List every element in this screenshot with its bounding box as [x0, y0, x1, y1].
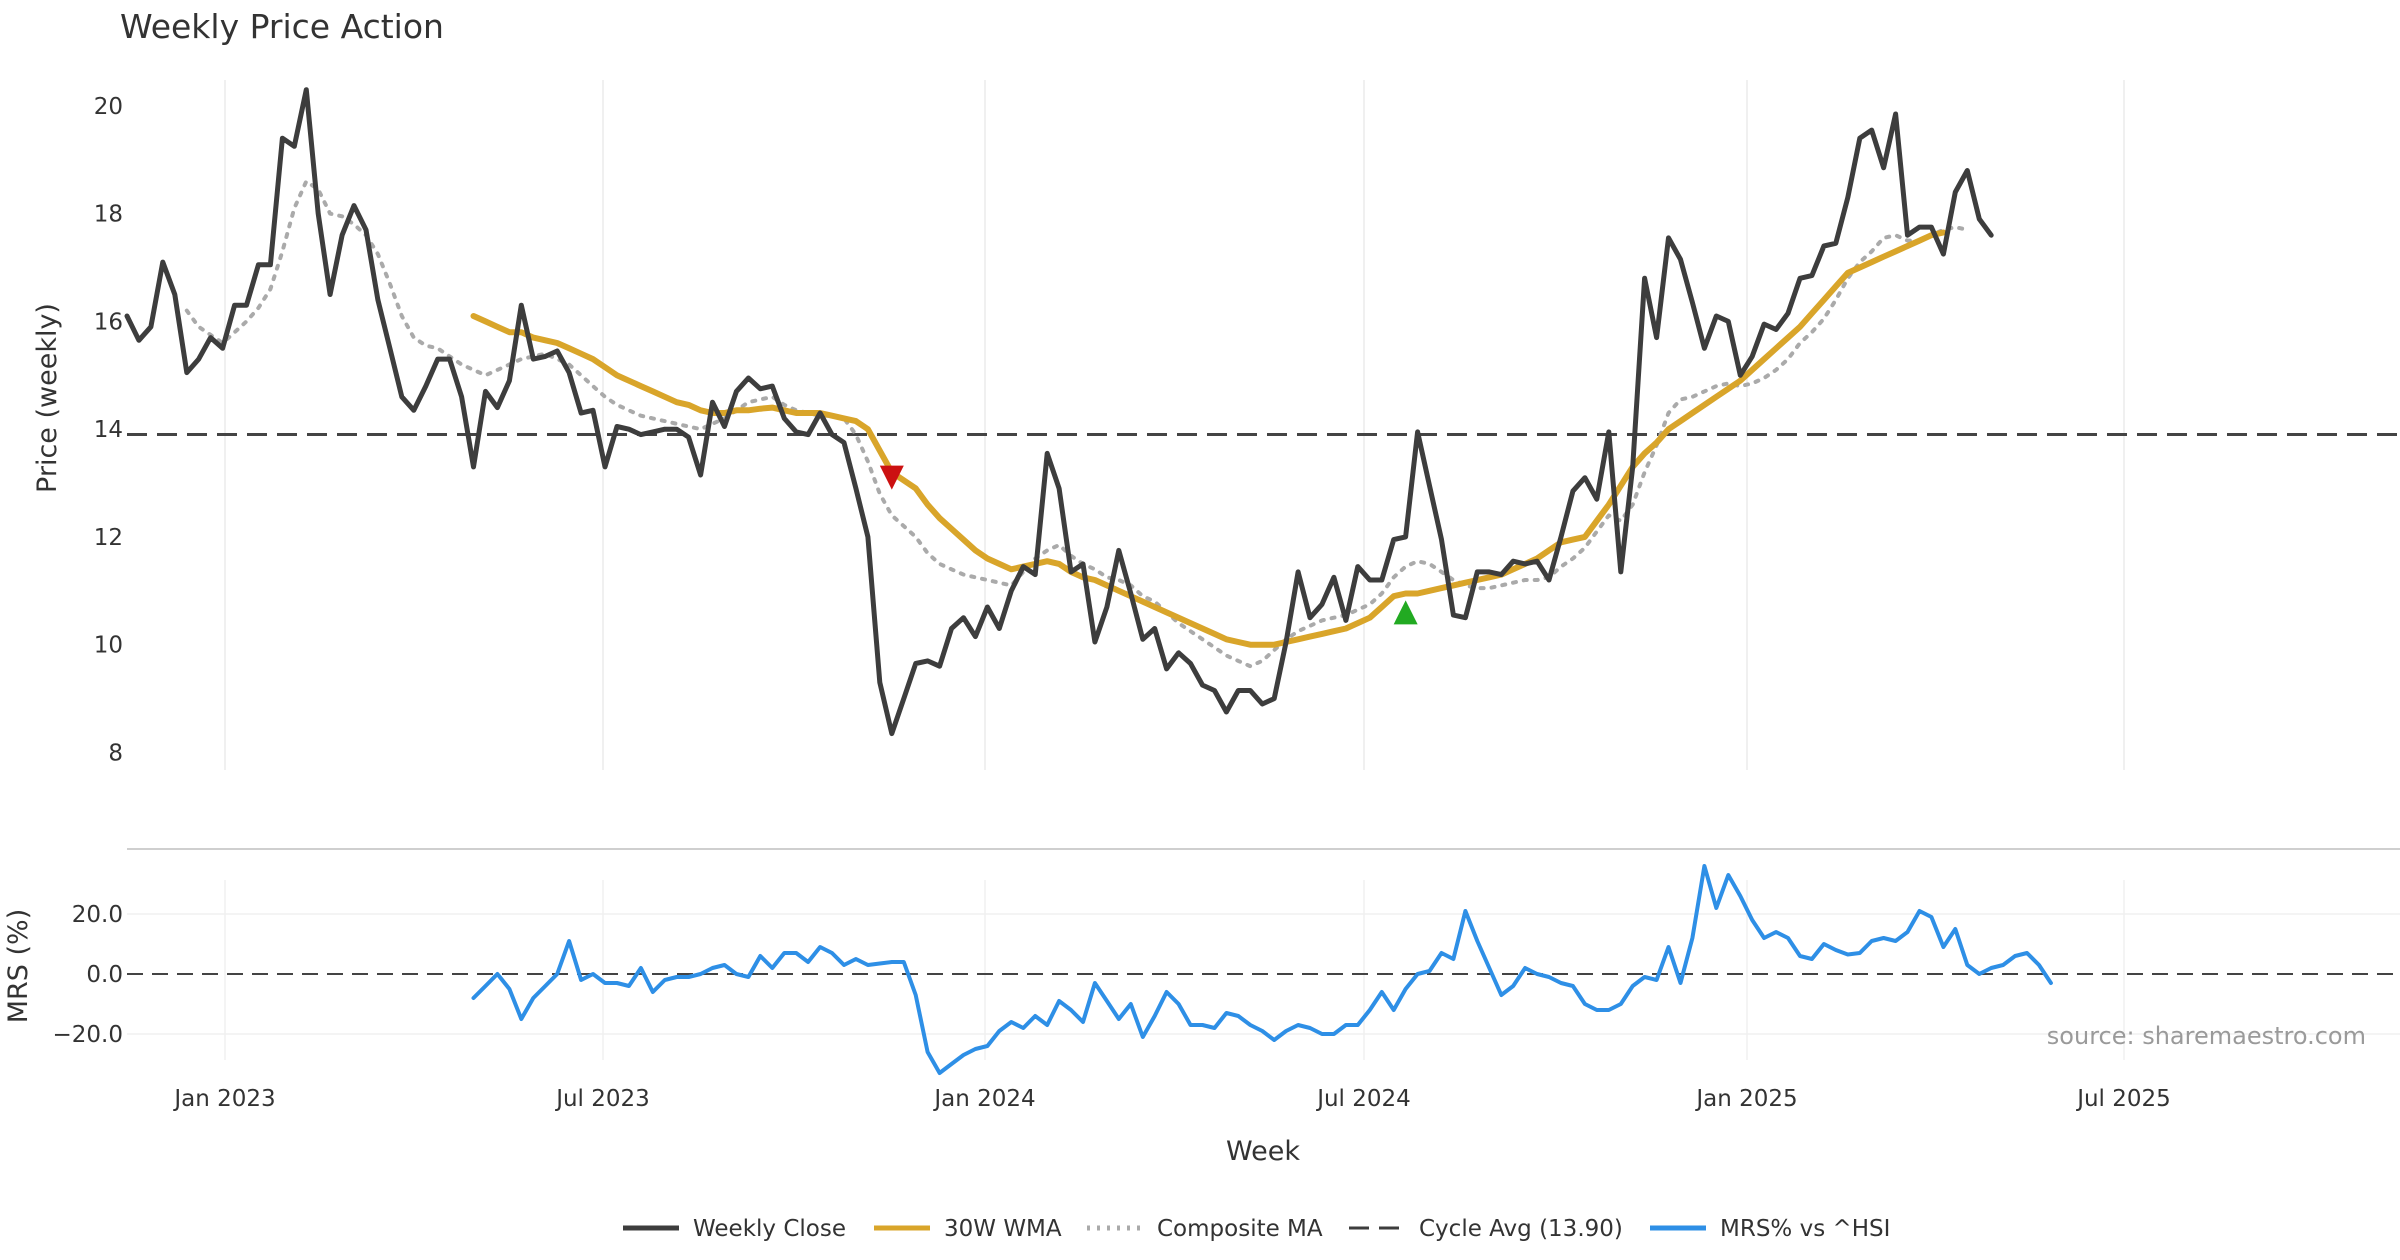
mrs-y-tick-label: 20.0 — [72, 902, 123, 928]
mrs-y-tick-label: 0.0 — [86, 962, 123, 988]
price-series — [124, 87, 1994, 737]
price-y-tick-label: 18 — [94, 202, 123, 228]
x-ticks: Jan 2023 Jul 2023 Jan 2024 Jul 2024 Jan 2025… — [172, 1086, 2170, 1112]
price-y-ticks: 8 10 12 14 16 18 20 — [94, 94, 123, 767]
legend-label: Cycle Avg (13.90) — [1419, 1216, 1623, 1242]
price-y-tick-label: 14 — [94, 417, 123, 443]
series-weekly-close — [124, 87, 1994, 737]
gridlines — [127, 80, 2400, 1060]
legend-label: 30W WMA — [944, 1216, 1062, 1242]
price-y-tick-label: 16 — [94, 309, 123, 335]
series-30w-wma — [470, 229, 1947, 648]
x-tick-label: Jan 2025 — [1694, 1086, 1797, 1112]
buy-signal-marker — [1393, 600, 1418, 625]
series-mrs — [471, 864, 2053, 1075]
x-tick-label: Jan 2024 — [932, 1086, 1035, 1112]
sell-signal-marker — [879, 465, 904, 490]
price-y-tick-label: 8 — [108, 740, 123, 766]
price-y-axis-label: Price (weekly) — [32, 303, 63, 493]
x-tick-label: Jan 2023 — [172, 1086, 275, 1112]
legend-label: Composite MA — [1157, 1216, 1323, 1242]
price-y-tick-label: 10 — [94, 633, 123, 659]
legend-label: MRS% vs ^HSI — [1720, 1216, 1890, 1242]
source-note: source: sharemaestro.com — [2047, 1022, 2366, 1050]
legend: Weekly Close 30W WMA Composite MA Cycle Avg… — [623, 1216, 1890, 1242]
x-tick-label: Jul 2025 — [2075, 1086, 2171, 1112]
legend-label: Weekly Close — [693, 1216, 846, 1242]
x-tick-label: Jul 2024 — [1315, 1086, 1411, 1112]
x-axis-label: Week — [1226, 1136, 1300, 1167]
mrs-y-tick-label: −20.0 — [53, 1022, 123, 1048]
mrs-y-ticks: 20.0 0.0 −20.0 — [53, 902, 123, 1048]
mrs-series-group — [471, 864, 2053, 1075]
mrs-y-axis-label: MRS (%) — [3, 909, 34, 1024]
x-tick-label: Jul 2023 — [554, 1086, 650, 1112]
chart-title: Weekly Price Action — [120, 7, 444, 46]
signal-markers — [879, 465, 1418, 625]
price-y-tick-label: 20 — [94, 94, 123, 120]
price-y-tick-label: 12 — [94, 525, 123, 551]
series-composite-ma — [184, 179, 1970, 669]
